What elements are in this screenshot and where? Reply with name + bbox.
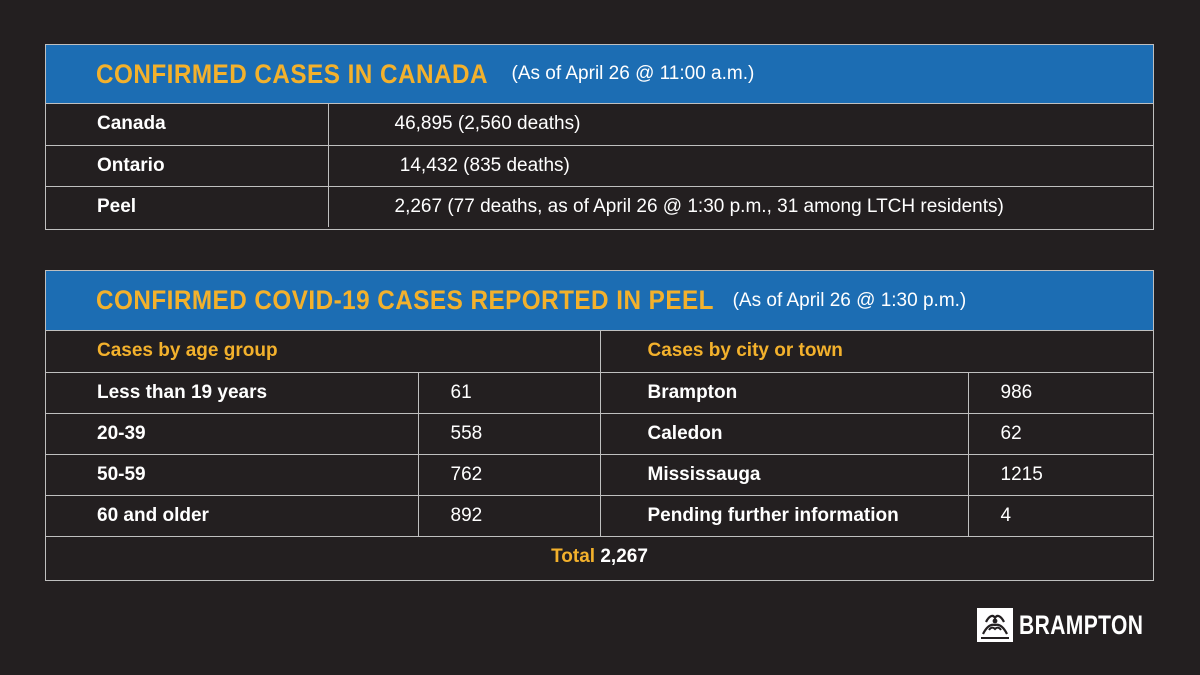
peel-cases-panel: CONFIRMED COVID-19 CASES REPORTED IN PEE… [45, 270, 1154, 581]
city-label: Brampton [599, 371, 968, 413]
age-value: 892 [417, 494, 600, 536]
age-label: 20-39 [46, 412, 418, 454]
age-group-header: Cases by age group [97, 340, 278, 362]
canada-cases-panel: CONFIRMED CASES IN CANADA (As of April 2… [45, 44, 1154, 230]
age-value: 762 [417, 453, 600, 495]
city-value: 62 [967, 412, 1153, 454]
region-label: Canada [97, 113, 166, 135]
table-row: Peel 2,267 (77 deaths, as of April 26 @ … [46, 185, 1153, 227]
peel-cases-table: Cases by age group Cases by city or town… [46, 331, 1153, 577]
table-row: 60 and older 892 Pending further informa… [46, 494, 1153, 536]
city-label: Caledon [599, 412, 968, 454]
city-value: 986 [967, 371, 1153, 413]
city-header: Cases by city or town [599, 331, 1153, 372]
age-label: 50-59 [46, 453, 418, 495]
canada-cases-table: Canada 46,895 (2,560 deaths) Ontario 14,… [46, 104, 1153, 227]
peel-panel-title: CONFIRMED COVID-19 CASES REPORTED IN PEE… [96, 285, 714, 315]
region-value: 46,895 (2,560 deaths) [327, 104, 1153, 145]
canada-panel-header: CONFIRMED CASES IN CANADA (As of April 2… [46, 45, 1153, 104]
table-row: 20-39 558 Caledon 62 [46, 412, 1153, 454]
region-value: 14,432 (835 deaths) [327, 144, 1153, 186]
age-label: Less than 19 years [46, 371, 418, 413]
brampton-wordmark: BRAMPTON [1019, 609, 1144, 640]
peel-panel-header: CONFIRMED COVID-19 CASES REPORTED IN PEE… [46, 271, 1153, 331]
table-row: 50-59 762 Mississauga 1215 [46, 453, 1153, 495]
region-label: Peel [46, 185, 328, 227]
age-label: 60 and older [46, 494, 418, 536]
city-label: Pending further information [599, 494, 968, 536]
city-value: 1215 [967, 453, 1153, 495]
region-label: Ontario [46, 144, 328, 186]
city-label: Mississauga [599, 453, 968, 495]
brampton-flower-icon [977, 608, 1013, 642]
total-label: Total [551, 545, 596, 567]
table-header-row: Cases by age group Cases by city or town [46, 331, 1153, 372]
table-row: Canada 46,895 (2,560 deaths) [46, 104, 1153, 145]
canada-panel-title: CONFIRMED CASES IN CANADA [96, 58, 488, 89]
table-row: Less than 19 years 61 Brampton 986 [46, 371, 1153, 413]
city-value: 4 [967, 494, 1153, 536]
age-value: 558 [417, 412, 600, 454]
table-row: Ontario 14,432 (835 deaths) [46, 144, 1153, 186]
age-value: 61 [417, 371, 600, 413]
total-cell: Total 2,267 [46, 535, 1153, 577]
brampton-logo: BRAMPTON [977, 608, 1179, 642]
total-value: 2,267 [600, 545, 648, 567]
region-value: 2,267 (77 deaths, as of April 26 @ 1:30 … [327, 185, 1153, 227]
total-row: Total 2,267 [46, 535, 1153, 577]
peel-panel-subtitle: (As of April 26 @ 1:30 p.m.) [732, 289, 967, 311]
canada-panel-subtitle: (As of April 26 @ 11:00 a.m.) [511, 63, 755, 84]
